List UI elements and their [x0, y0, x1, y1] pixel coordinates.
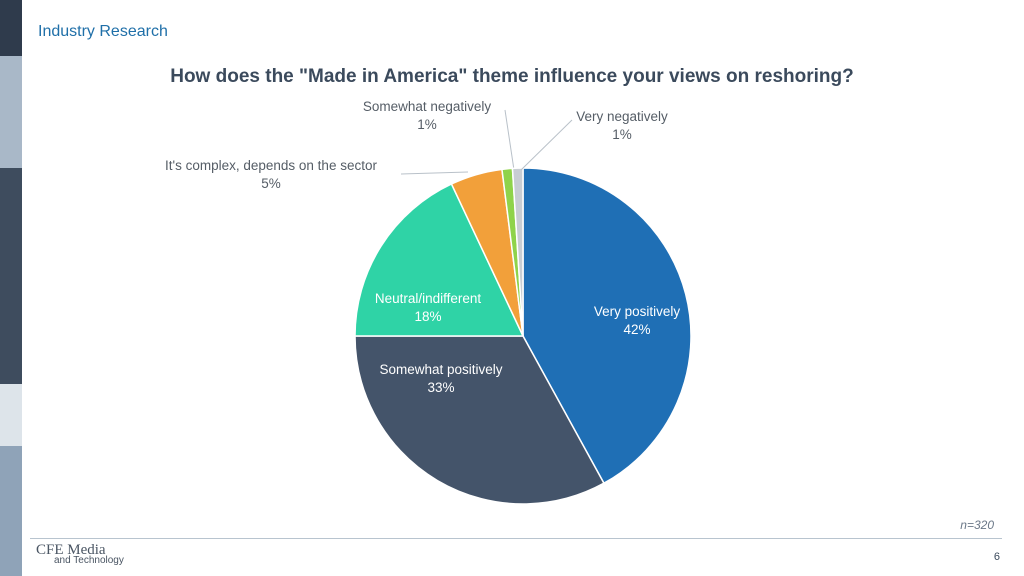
page-number: 6: [993, 551, 1000, 563]
slice-label-somewhat-negatively: Somewhat negatively: [363, 99, 492, 114]
sidebar-stripe: [0, 56, 22, 168]
slice-value-somewhat-positively: 33%: [427, 380, 454, 395]
sidebar-stripe: [0, 384, 22, 446]
slice-label-very-positively: Very positively: [594, 304, 681, 319]
sidebar-stripes: [0, 0, 22, 576]
slice-value-neutral-indifferent: 18%: [414, 309, 441, 324]
pie-slice-very-positively: [522, 167, 692, 485]
sidebar-stripe: [0, 446, 22, 576]
chart-title: How does the "Made in America" theme inf…: [170, 66, 854, 87]
slice-value-somewhat-negatively: 1%: [417, 117, 437, 132]
leader-line-very-negatively: [520, 119, 573, 171]
logo: CFE Media and Technology: [36, 542, 156, 572]
slice-label-somewhat-positively: Somewhat positively: [379, 362, 502, 377]
slice-value-very-positively: 42%: [623, 322, 650, 337]
pie-slice-somewhat-positively: [354, 335, 605, 505]
slice-label-it-s-complex-depends-on-the-sector: It's complex, depends on the sector: [165, 158, 377, 173]
logo-sub-text: and Technology: [54, 555, 124, 566]
slice-value-very-negatively: 1%: [612, 127, 632, 142]
section-label: Industry Research: [38, 23, 168, 40]
logo-main-text: CFE Media: [36, 542, 106, 558]
sample-size: n=320: [960, 518, 994, 532]
slice-label-neutral-indifferent: Neutral/indifferent: [375, 291, 482, 306]
sidebar-stripe: [0, 168, 22, 384]
footer-divider: [30, 538, 1002, 539]
pie-slice-neutral-indifferent: [354, 182, 525, 337]
leader-line-somewhat-negatively: [504, 109, 515, 171]
slice-value-it-s-complex-depends-on-the-sector: 5%: [261, 176, 281, 191]
sidebar-stripe: [0, 0, 22, 56]
slice-label-very-negatively: Very negatively: [576, 109, 668, 124]
leader-line-it-s-complex-depends-on-the-sector: [400, 171, 469, 175]
